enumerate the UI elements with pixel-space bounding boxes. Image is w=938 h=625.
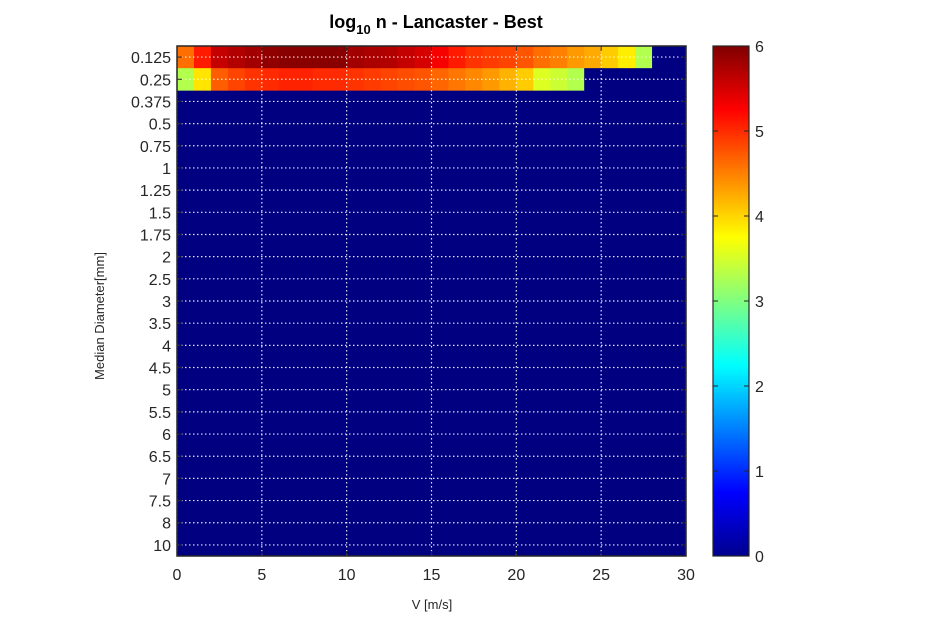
heatmap-cell	[635, 46, 653, 69]
heatmap-cell	[618, 68, 636, 91]
y-tick-label: 7	[162, 471, 171, 488]
heatmap-cell	[431, 68, 449, 91]
heatmap-cell	[227, 68, 246, 91]
heatmap-cell	[278, 46, 297, 69]
y-tick-label: 5	[162, 383, 171, 400]
heatmap-cell	[567, 68, 585, 91]
y-tick-label: 1	[162, 161, 171, 178]
heatmap-cell	[193, 46, 212, 69]
y-tick-label: 1.75	[140, 227, 171, 244]
y-tick-label: 0.75	[140, 139, 171, 156]
colorbar-tick-label: 6	[755, 39, 764, 56]
heatmap-cell	[499, 68, 517, 91]
y-tick-label: 2	[162, 250, 171, 267]
heatmap-cell	[550, 68, 568, 91]
heatmap-cell	[584, 68, 602, 91]
y-tick-label: 1.25	[140, 183, 171, 200]
heatmap-cell	[567, 46, 585, 69]
colorbar-tick-label: 5	[755, 124, 764, 141]
x-tick-label: 0	[173, 567, 182, 584]
x-axis-ticks: 0 5 10 15 20 25 30	[173, 46, 695, 584]
y-tick-label: 4.5	[149, 361, 171, 378]
y-tick-label: 5.5	[149, 405, 171, 422]
y-tick-label: 0.5	[149, 117, 171, 134]
heatmap-cell	[652, 68, 670, 91]
heatmap-cell	[652, 46, 670, 69]
x-tick-label: 15	[423, 567, 441, 584]
colorbar-tick-label: 3	[755, 294, 764, 311]
title-log: log	[329, 12, 356, 32]
heatmap-cell	[414, 68, 432, 91]
y-tick-label: 7.5	[149, 494, 171, 511]
heatmap-cell	[295, 68, 314, 91]
heatmap-cell	[431, 46, 449, 69]
y-tick-label: 4	[162, 338, 171, 355]
y-tick-label: 6	[162, 427, 171, 444]
y-tick-label: 2.5	[149, 272, 171, 289]
title-subscript: 10	[356, 22, 370, 37]
y-axis-ticks: 0.125 0.25 0.375 0.5 0.75 1 1.25 1.5 1.75 2 2.5 3 3.…	[131, 50, 686, 555]
y-tick-label: 0.125	[131, 50, 171, 67]
y-tick-label: 8	[162, 516, 171, 533]
x-tick-label: 10	[338, 567, 356, 584]
x-tick-label: 20	[507, 567, 525, 584]
colorbar-tick-label: 1	[755, 464, 764, 481]
heatmap-cell	[618, 46, 636, 69]
heatmap-cell	[295, 46, 314, 69]
heatmap-cell	[227, 46, 246, 69]
heatmap-cell	[346, 68, 365, 91]
chart-title: log10 n - Lancaster - Best	[329, 12, 543, 37]
y-tick-label: 6.5	[149, 449, 171, 466]
y-tick-label: 0.375	[131, 94, 171, 111]
colorbar-tick-label: 0	[755, 549, 764, 566]
heatmap-cell	[210, 68, 229, 91]
heatmap-cell	[346, 46, 365, 69]
y-tick-label: 10	[153, 538, 171, 555]
y-tick-label: 0.25	[140, 72, 171, 89]
y-axis-label: Median Diameter[mm]	[92, 252, 107, 380]
x-axis-label: V [m/s]	[412, 597, 452, 612]
heatmap-cells	[177, 46, 687, 91]
heatmap-cell	[482, 46, 500, 69]
heatmap-cell	[363, 68, 381, 91]
x-tick-label: 30	[677, 567, 695, 584]
heatmap-cell	[278, 68, 297, 91]
heatmap-cell	[499, 46, 517, 69]
heatmap-cell	[261, 68, 280, 91]
x-tick-label: 5	[257, 567, 266, 584]
y-tick-label: 3	[162, 294, 171, 311]
heatmap-cell	[414, 46, 432, 69]
colorbar-ticks: 0 1 2 3 4 5 6	[713, 39, 764, 566]
heatmap-cell	[550, 46, 568, 69]
colorbar	[712, 45, 750, 557]
colorbar-tick-label: 2	[755, 379, 764, 396]
y-tick-label: 3.5	[149, 316, 171, 333]
title-rest: n - Lancaster - Best	[371, 12, 543, 32]
heatmap-cell	[482, 68, 500, 91]
heatmap-cell	[193, 68, 212, 91]
heatmap-cell	[584, 46, 602, 69]
heatmap-cell	[635, 68, 653, 91]
colorbar-tick-label: 4	[755, 209, 764, 226]
y-tick-label: 1.5	[149, 205, 171, 222]
heatmap-cell	[363, 46, 381, 69]
heatmap-cell	[210, 46, 229, 69]
heatmap-cell	[261, 46, 280, 69]
x-tick-label: 25	[592, 567, 610, 584]
